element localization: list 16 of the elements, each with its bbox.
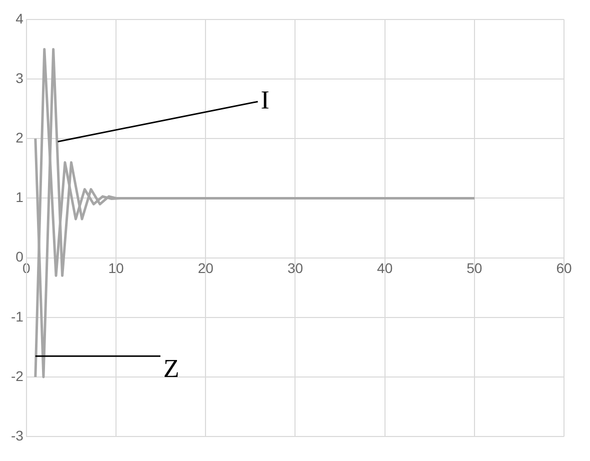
x-tick-label: 40 bbox=[377, 260, 393, 276]
x-tick-label: 20 bbox=[198, 260, 214, 276]
x-tick-label: 30 bbox=[287, 260, 304, 276]
y-tick-label: -3 bbox=[10, 427, 24, 444]
y-tick-label: -1 bbox=[10, 308, 24, 324]
y-tick-label: 4 bbox=[16, 10, 24, 26]
y-tick-label: 2 bbox=[16, 129, 24, 146]
x-tick-label: 60 bbox=[556, 260, 572, 276]
y-tick-label: 1 bbox=[16, 189, 24, 206]
x-tick-label: 10 bbox=[108, 260, 124, 276]
x-tick-label: 50 bbox=[466, 260, 482, 276]
y-tick-label: 0 bbox=[16, 248, 24, 265]
y-tick-label: 3 bbox=[16, 70, 24, 86]
annotation: I bbox=[260, 85, 270, 114]
y-tick-label: -2 bbox=[10, 368, 24, 384]
annotation: Z bbox=[163, 354, 180, 383]
